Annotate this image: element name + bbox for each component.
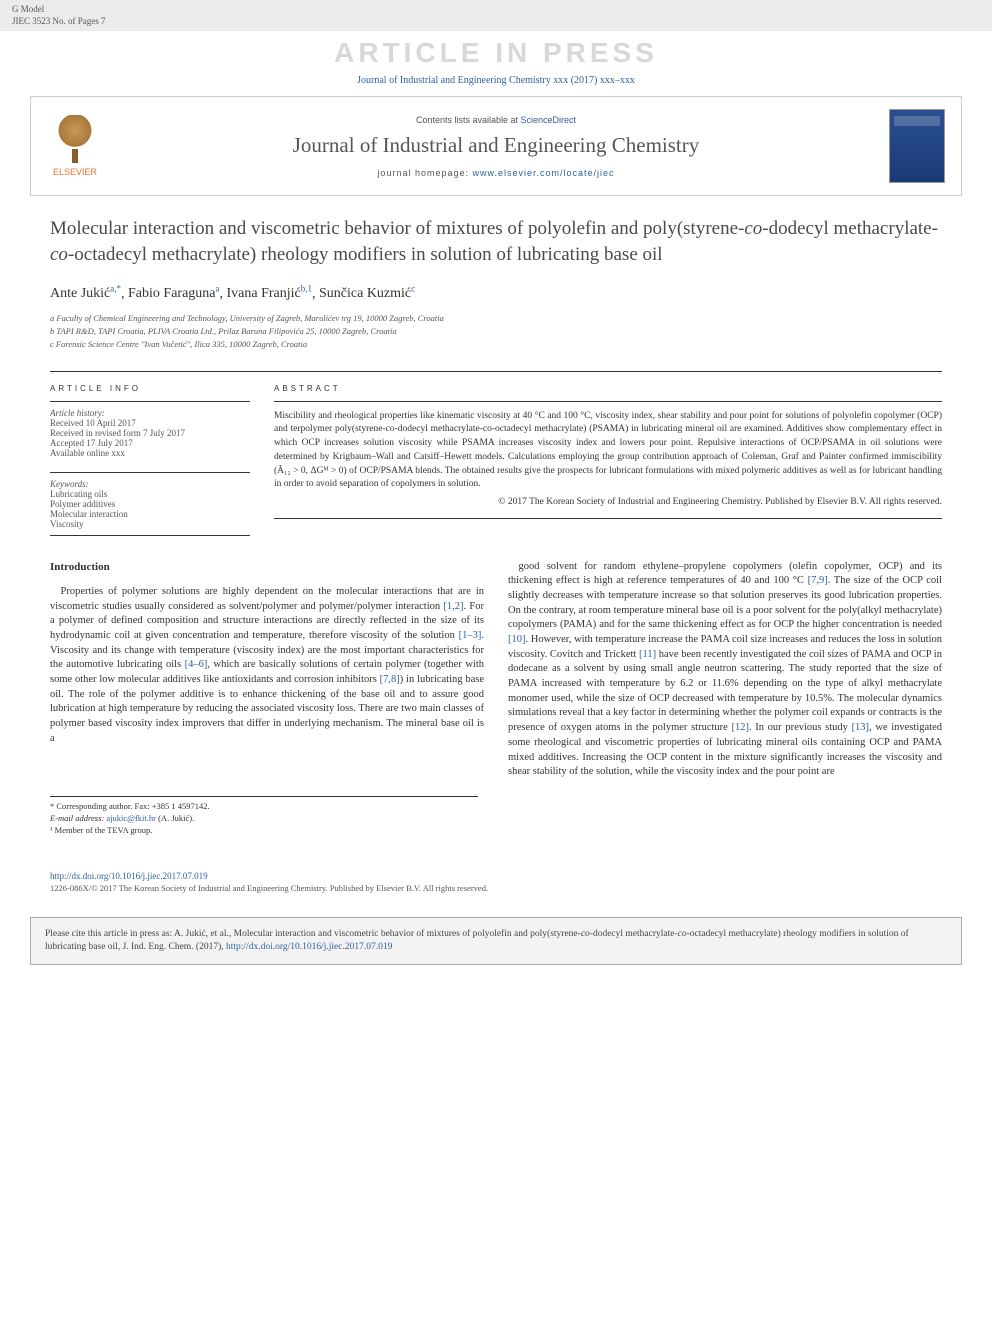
history-label: Article history: (50, 408, 250, 418)
journal-name: Journal of Industrial and Engineering Ch… (119, 133, 873, 158)
member-note: ¹ Member of the TEVA group. (50, 825, 478, 837)
homepage-link[interactable]: www.elsevier.com/locate/jiec (473, 168, 615, 178)
authors: Ante Jukića,*, Fabio Faragunaa, Ivana Fr… (50, 284, 942, 303)
keyword: Viscosity (50, 519, 250, 529)
cover-thumbnail (889, 109, 945, 183)
history-block: Article history: Received 10 April 2017 … (50, 401, 250, 458)
copyright: © 2017 The Korean Society of Industrial … (274, 496, 942, 510)
elsevier-tree-icon (53, 115, 97, 159)
info-heading: ARTICLE INFO (50, 384, 250, 393)
affiliation: a Faculty of Chemical Engineering and Te… (50, 312, 942, 325)
cite-co1: co (581, 929, 590, 939)
homepage-prefix: journal homepage: (377, 168, 472, 178)
doi-link[interactable]: http://dx.doi.org/10.1016/j.jiec.2017.07… (50, 871, 208, 881)
cite-co2: co (678, 929, 687, 939)
left-column: Introduction Properties of polymer solut… (50, 560, 484, 780)
abstract-col: ABSTRACT Miscibility and rheological pro… (274, 384, 942, 536)
cite-mid: -dodecyl methacrylate- (590, 929, 678, 939)
keywords-label: Keywords: (50, 479, 250, 489)
affiliation: c Forensic Science Centre "Ivan Vučetić"… (50, 338, 942, 351)
keyword: Polymer additives (50, 499, 250, 509)
sciencedirect-link[interactable]: ScienceDirect (521, 115, 577, 125)
keywords-block: Keywords: Lubricating oils Polymer addit… (50, 472, 250, 536)
intro-columns: Introduction Properties of polymer solut… (50, 560, 942, 780)
article-info: ARTICLE INFO Article history: Received 1… (50, 384, 250, 536)
contents-line: Contents lists available at ScienceDirec… (119, 115, 873, 125)
keyword: Lubricating oils (50, 489, 250, 499)
footnotes: * Corresponding author. Fax: +385 1 4597… (50, 796, 478, 837)
author: Sunčica Kuzmićc (319, 286, 415, 301)
corresponding-author: * Corresponding author. Fax: +385 1 4597… (50, 801, 478, 813)
affiliation: b TAPI R&D, TAPI Croatia, PLIVA Croatia … (50, 325, 942, 338)
elsevier-text: ELSEVIER (53, 167, 97, 177)
title-co2: co (50, 244, 68, 265)
journal-header: ELSEVIER Contents lists available at Sci… (30, 96, 962, 196)
history-item: Received in revised form 7 July 2017 (50, 428, 250, 438)
title-co1: co (744, 218, 762, 239)
email-suffix: (A. Jukić). (156, 813, 194, 823)
gmodel-line: G Model (12, 4, 980, 16)
article-title: Molecular interaction and viscometric be… (50, 216, 942, 267)
intro-para-left: Properties of polymer solutions are high… (50, 585, 484, 747)
author: Ante Jukića,* (50, 286, 121, 301)
doi-line: http://dx.doi.org/10.1016/j.jiec.2017.07… (0, 871, 992, 881)
top-citation: Journal of Industrial and Engineering Ch… (0, 71, 992, 96)
history-item: Received 10 April 2017 (50, 418, 250, 428)
contents-prefix: Contents lists available at (416, 115, 521, 125)
intro-heading: Introduction (50, 560, 484, 575)
right-column: good solvent for random ethylene–propyle… (508, 560, 942, 780)
email-link[interactable]: ajukic@fkit.hr (106, 813, 156, 823)
history-item: Available online xxx (50, 448, 250, 458)
cite-link[interactable]: http://dx.doi.org/10.1016/j.jiec.2017.07… (226, 942, 392, 952)
issn-line: 1226-086X/© 2017 The Korean Society of I… (0, 881, 992, 907)
keyword: Molecular interaction (50, 509, 250, 519)
pages-line: JIEC 3523 No. of Pages 7 (12, 16, 980, 28)
title-part1: Molecular interaction and viscometric be… (50, 218, 744, 239)
email-label: E-mail address: (50, 813, 106, 823)
journal-center: Contents lists available at ScienceDirec… (119, 115, 873, 178)
info-abstract-row: ARTICLE INFO Article history: Received 1… (50, 371, 942, 536)
author: Fabio Faragunaa (128, 286, 219, 301)
model-header: G Model JIEC 3523 No. of Pages 7 (0, 0, 992, 31)
elsevier-logo: ELSEVIER (47, 113, 103, 179)
citation-box: Please cite this article in press as: A.… (30, 917, 962, 966)
intro-para-right: good solvent for random ethylene–propyle… (508, 560, 942, 780)
email-line: E-mail address: ajukic@fkit.hr (A. Jukić… (50, 813, 478, 825)
cite-prefix: Please cite this article in press as: A.… (45, 929, 581, 939)
watermark: ARTICLE IN PRESS (0, 31, 992, 71)
author: Ivana Franjićb,1 (227, 286, 313, 301)
title-part2: -dodecyl methacrylate- (762, 218, 938, 239)
abstract-body: Miscibility and rheological properties l… (274, 410, 942, 493)
title-part3: -octadecyl methacrylate) rheology modifi… (68, 244, 663, 265)
main-content: Molecular interaction and viscometric be… (0, 216, 992, 856)
homepage-line: journal homepage: www.elsevier.com/locat… (119, 168, 873, 178)
abstract-heading: ABSTRACT (274, 384, 942, 393)
history-item: Accepted 17 July 2017 (50, 438, 250, 448)
abstract-text: Miscibility and rheological properties l… (274, 401, 942, 519)
affiliations: a Faculty of Chemical Engineering and Te… (50, 312, 942, 350)
